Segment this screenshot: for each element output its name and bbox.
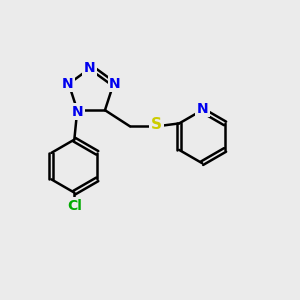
Text: N: N (109, 77, 121, 91)
Text: N: N (71, 105, 83, 118)
Text: N: N (196, 102, 208, 116)
Text: N: N (84, 61, 95, 75)
Text: S: S (151, 117, 162, 132)
Text: N: N (61, 77, 73, 91)
Text: Cl: Cl (67, 199, 82, 213)
